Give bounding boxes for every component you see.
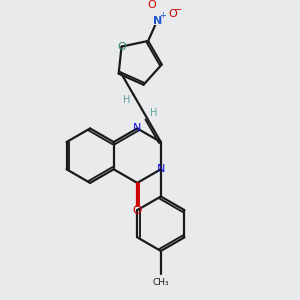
Text: O: O: [147, 0, 156, 10]
Text: H: H: [123, 95, 130, 105]
Text: O: O: [168, 9, 177, 19]
Text: −: −: [173, 5, 181, 15]
Text: CH₃: CH₃: [152, 278, 169, 287]
Text: H: H: [150, 108, 158, 118]
Text: +: +: [159, 11, 166, 20]
Text: N: N: [157, 164, 165, 174]
Text: O: O: [117, 42, 126, 52]
Text: N: N: [153, 16, 162, 26]
Text: O: O: [133, 204, 142, 218]
Text: N: N: [133, 123, 141, 134]
